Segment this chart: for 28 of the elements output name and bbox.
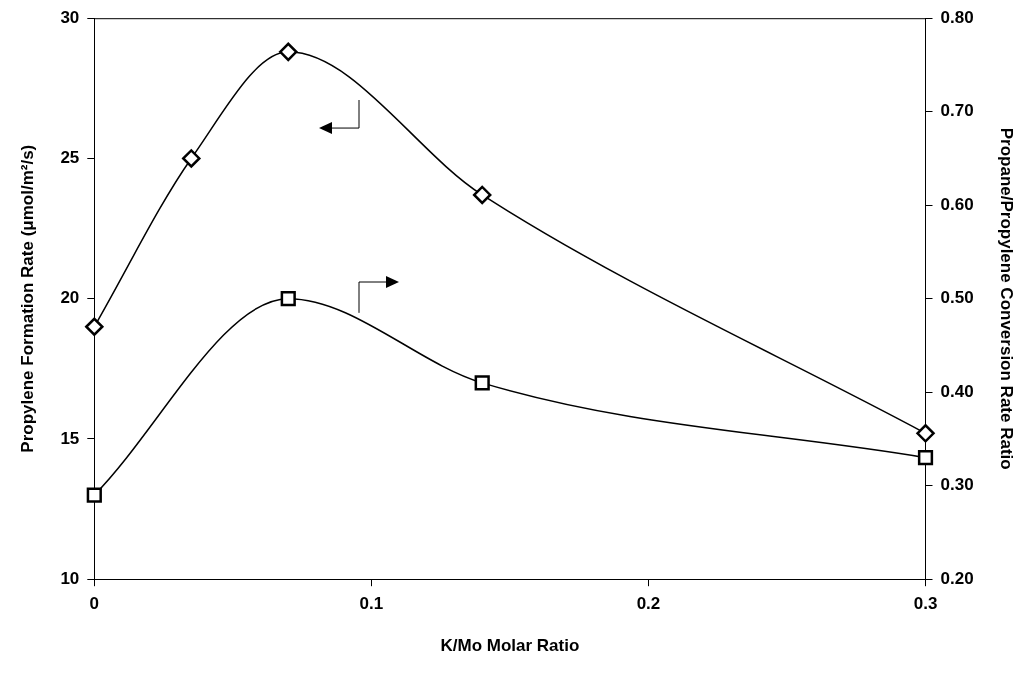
point [280,291,296,307]
point [916,424,935,443]
y-tick-label: 10 [60,568,80,588]
y-tick-label: 30 [60,7,80,27]
y2-tick-label: 0.80 [940,7,974,27]
point [86,487,102,503]
x-tick-label: 0.2 [636,594,661,614]
y-tick-label: 20 [60,288,80,308]
x-axis-title: K/Mo Molar Ratio [440,636,580,656]
point [182,149,201,168]
y-tick-label: 15 [60,428,80,448]
y2-tick-label: 0.30 [940,475,974,495]
point [917,450,934,466]
y-tick-label: 25 [60,148,80,168]
x-tick-label: 0.1 [359,594,384,614]
y2-tick-label: 0.70 [940,101,974,121]
y2-axis-title: Propane/Propylene Conversion Rate Ratio [997,127,1017,470]
y2-tick-label: 0.50 [940,288,974,308]
x-tick-label: 0 [89,594,100,614]
point [279,42,298,62]
x-tick-label: 0.3 [913,594,938,614]
point [474,375,490,391]
point [472,185,492,205]
point [85,317,104,336]
y2-tick-label: 0.40 [940,381,974,401]
y-axis-title: Propylene Formation Rate (μmol/m²/s) [17,144,37,453]
y2-tick-label: 0.20 [940,568,974,588]
y2-tick-label: 0.60 [940,194,974,214]
